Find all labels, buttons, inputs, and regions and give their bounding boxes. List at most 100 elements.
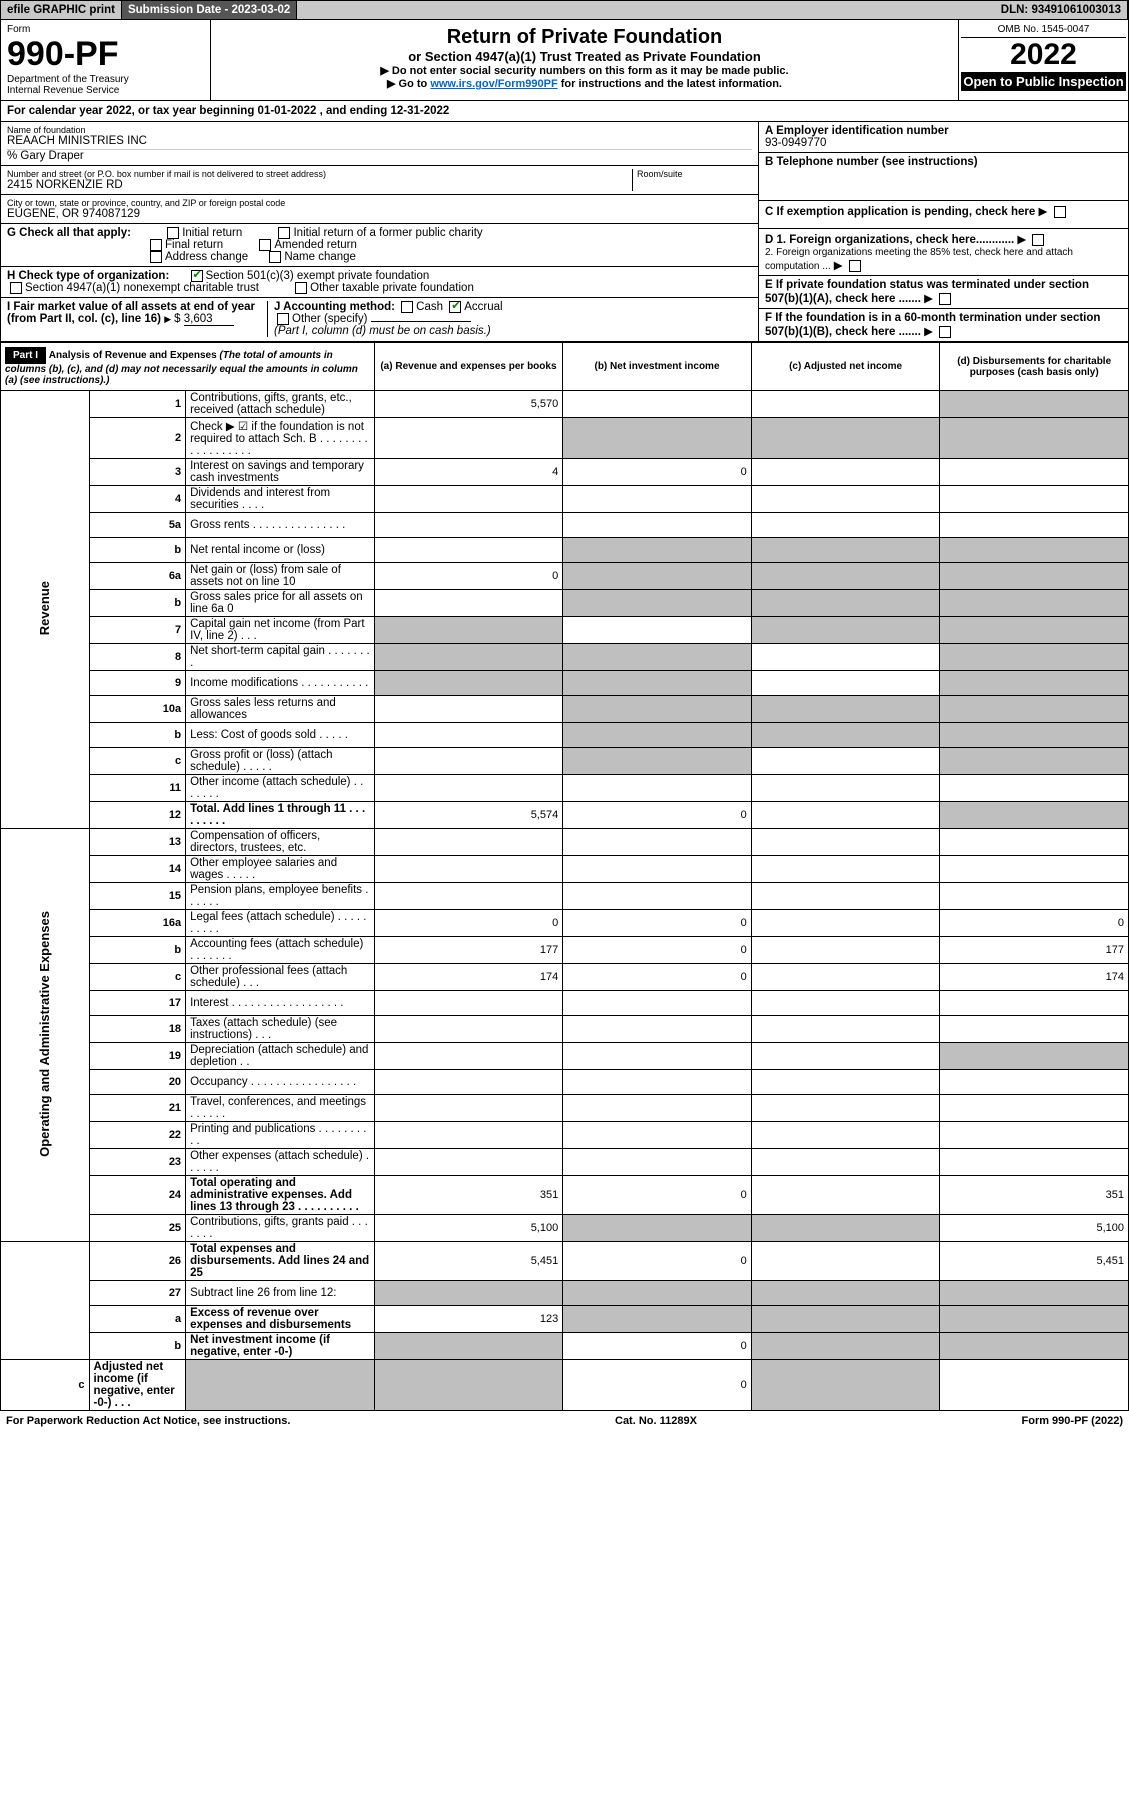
- exemption-pending-checkbox[interactable]: [1054, 206, 1066, 218]
- col-d-value: [940, 1306, 1129, 1333]
- col-b-value: [563, 1149, 752, 1176]
- col-d-value: [940, 1281, 1129, 1306]
- instr-line2: ▶ Go to www.irs.gov/Form990PF for instru…: [217, 77, 952, 90]
- col-d-value: [751, 1360, 940, 1411]
- col-d-value: [940, 748, 1129, 775]
- other-method-checkbox[interactable]: [277, 313, 289, 325]
- col-d-value: [940, 991, 1129, 1016]
- col-c-value: [751, 1122, 940, 1149]
- col-d-value: [940, 459, 1129, 486]
- col-a-value: [374, 1281, 563, 1306]
- table-row: 2Check ▶ ☑ if the foundation is not requ…: [1, 418, 1129, 459]
- tax-year: 2022: [961, 38, 1126, 72]
- row-desc: Gross sales less returns and allowances: [186, 696, 375, 723]
- name-change-checkbox[interactable]: [269, 251, 281, 263]
- col-d-value: [940, 590, 1129, 617]
- row-number: c: [1, 1360, 90, 1411]
- row-desc: Gross profit or (loss) (attach schedule)…: [186, 748, 375, 775]
- 60-month-checkbox[interactable]: [939, 326, 951, 338]
- other-taxable-checkbox[interactable]: [295, 282, 307, 294]
- col-c-value: [751, 883, 940, 910]
- address-change-checkbox[interactable]: [150, 251, 162, 263]
- row-desc: Occupancy . . . . . . . . . . . . . . . …: [186, 1070, 375, 1095]
- row-number: 15: [89, 883, 186, 910]
- row-desc: Other expenses (attach schedule) . . . .…: [186, 1149, 375, 1176]
- instructions-link[interactable]: www.irs.gov/Form990PF: [430, 78, 557, 90]
- table-row: 21Travel, conferences, and meetings . . …: [1, 1095, 1129, 1122]
- former-public-checkbox[interactable]: [278, 227, 290, 239]
- box-d-cell: D 1. Foreign organizations, check here..…: [759, 229, 1128, 276]
- row-desc: Legal fees (attach schedule) . . . . . .…: [186, 910, 375, 937]
- row-number: b: [89, 937, 186, 964]
- row-desc: Check ▶ ☑ if the foundation is not requi…: [186, 418, 375, 459]
- table-row: 27Subtract line 26 from line 12:: [1, 1281, 1129, 1306]
- accrual-checkbox[interactable]: [449, 301, 461, 313]
- col-b-value: 0: [563, 964, 752, 991]
- col-d-value: [940, 538, 1129, 563]
- row-number: 18: [89, 1016, 186, 1043]
- 4947-checkbox[interactable]: [10, 282, 22, 294]
- final-return-checkbox[interactable]: [150, 239, 162, 251]
- form-header: Form 990-PF Department of the Treasury I…: [0, 20, 1129, 101]
- col-a-value: [374, 696, 563, 723]
- col-a-value: 5,570: [374, 391, 563, 418]
- col-a-value: [374, 1095, 563, 1122]
- row-number: 22: [89, 1122, 186, 1149]
- row-number: 4: [89, 486, 186, 513]
- col-a-value: [374, 418, 563, 459]
- row-number: c: [89, 748, 186, 775]
- row-number: 11: [89, 775, 186, 802]
- row-number: 7: [89, 617, 186, 644]
- row-number: 13: [89, 829, 186, 856]
- row-number: 14: [89, 856, 186, 883]
- row-desc: Other employee salaries and wages . . . …: [186, 856, 375, 883]
- row-number: 10a: [89, 696, 186, 723]
- row-number: b: [89, 538, 186, 563]
- col-b-value: [563, 1016, 752, 1043]
- row-desc: Other professional fees (attach schedule…: [186, 964, 375, 991]
- col-c-value: [751, 1176, 940, 1215]
- col-c-value: [751, 696, 940, 723]
- col-d-value: [940, 644, 1129, 671]
- paperwork-notice: For Paperwork Reduction Act Notice, see …: [6, 1415, 290, 1427]
- col-d-value: 5,451: [940, 1242, 1129, 1281]
- box-g: G Check all that apply: Initial return I…: [1, 224, 758, 267]
- col-d-value: [940, 856, 1129, 883]
- amended-return-checkbox[interactable]: [259, 239, 271, 251]
- row-number: 6a: [89, 563, 186, 590]
- col-b-value: [563, 748, 752, 775]
- status-terminated-checkbox[interactable]: [939, 293, 951, 305]
- col-a-value: [374, 1122, 563, 1149]
- col-d-value: [940, 1122, 1129, 1149]
- col-b-value: [563, 391, 752, 418]
- col-c-value: [751, 1095, 940, 1122]
- table-row: 5aGross rents . . . . . . . . . . . . . …: [1, 513, 1129, 538]
- form-subtitle: or Section 4947(a)(1) Trust Treated as P…: [217, 49, 952, 64]
- table-row: 7Capital gain net income (from Part IV, …: [1, 617, 1129, 644]
- row-desc: Subtract line 26 from line 12:: [186, 1281, 375, 1306]
- row-desc: Excess of revenue over expenses and disb…: [186, 1306, 375, 1333]
- table-row: 24Total operating and administrative exp…: [1, 1176, 1129, 1215]
- box-e-cell: E If private foundation status was termi…: [759, 276, 1128, 309]
- col-c-value: [751, 802, 940, 829]
- row-desc: Total. Add lines 1 through 11 . . . . . …: [186, 802, 375, 829]
- table-row: 3Interest on savings and temporary cash …: [1, 459, 1129, 486]
- col-d-value: [940, 391, 1129, 418]
- city-cell: City or town, state or province, country…: [1, 195, 758, 224]
- foreign-org-checkbox[interactable]: [1032, 234, 1044, 246]
- 501c3-checkbox[interactable]: [191, 270, 203, 282]
- row-desc: Contributions, gifts, grants paid . . . …: [186, 1215, 375, 1242]
- row-desc: Compensation of officers, directors, tru…: [186, 829, 375, 856]
- box-h: H Check type of organization: Section 50…: [1, 267, 758, 298]
- col-d-value: 174: [940, 964, 1129, 991]
- initial-return-checkbox[interactable]: [167, 227, 179, 239]
- col-b-value: 0: [563, 1333, 752, 1360]
- col-d-value: [940, 883, 1129, 910]
- row-desc: Capital gain net income (from Part IV, l…: [186, 617, 375, 644]
- foreign-85-checkbox[interactable]: [849, 260, 861, 272]
- cash-checkbox[interactable]: [401, 301, 413, 313]
- top-bar: efile GRAPHIC print Submission Date - 20…: [0, 0, 1129, 20]
- submission-date: Submission Date - 2023-03-02: [122, 1, 297, 19]
- col-b-value: [563, 775, 752, 802]
- efile-badge[interactable]: efile GRAPHIC print: [1, 1, 122, 19]
